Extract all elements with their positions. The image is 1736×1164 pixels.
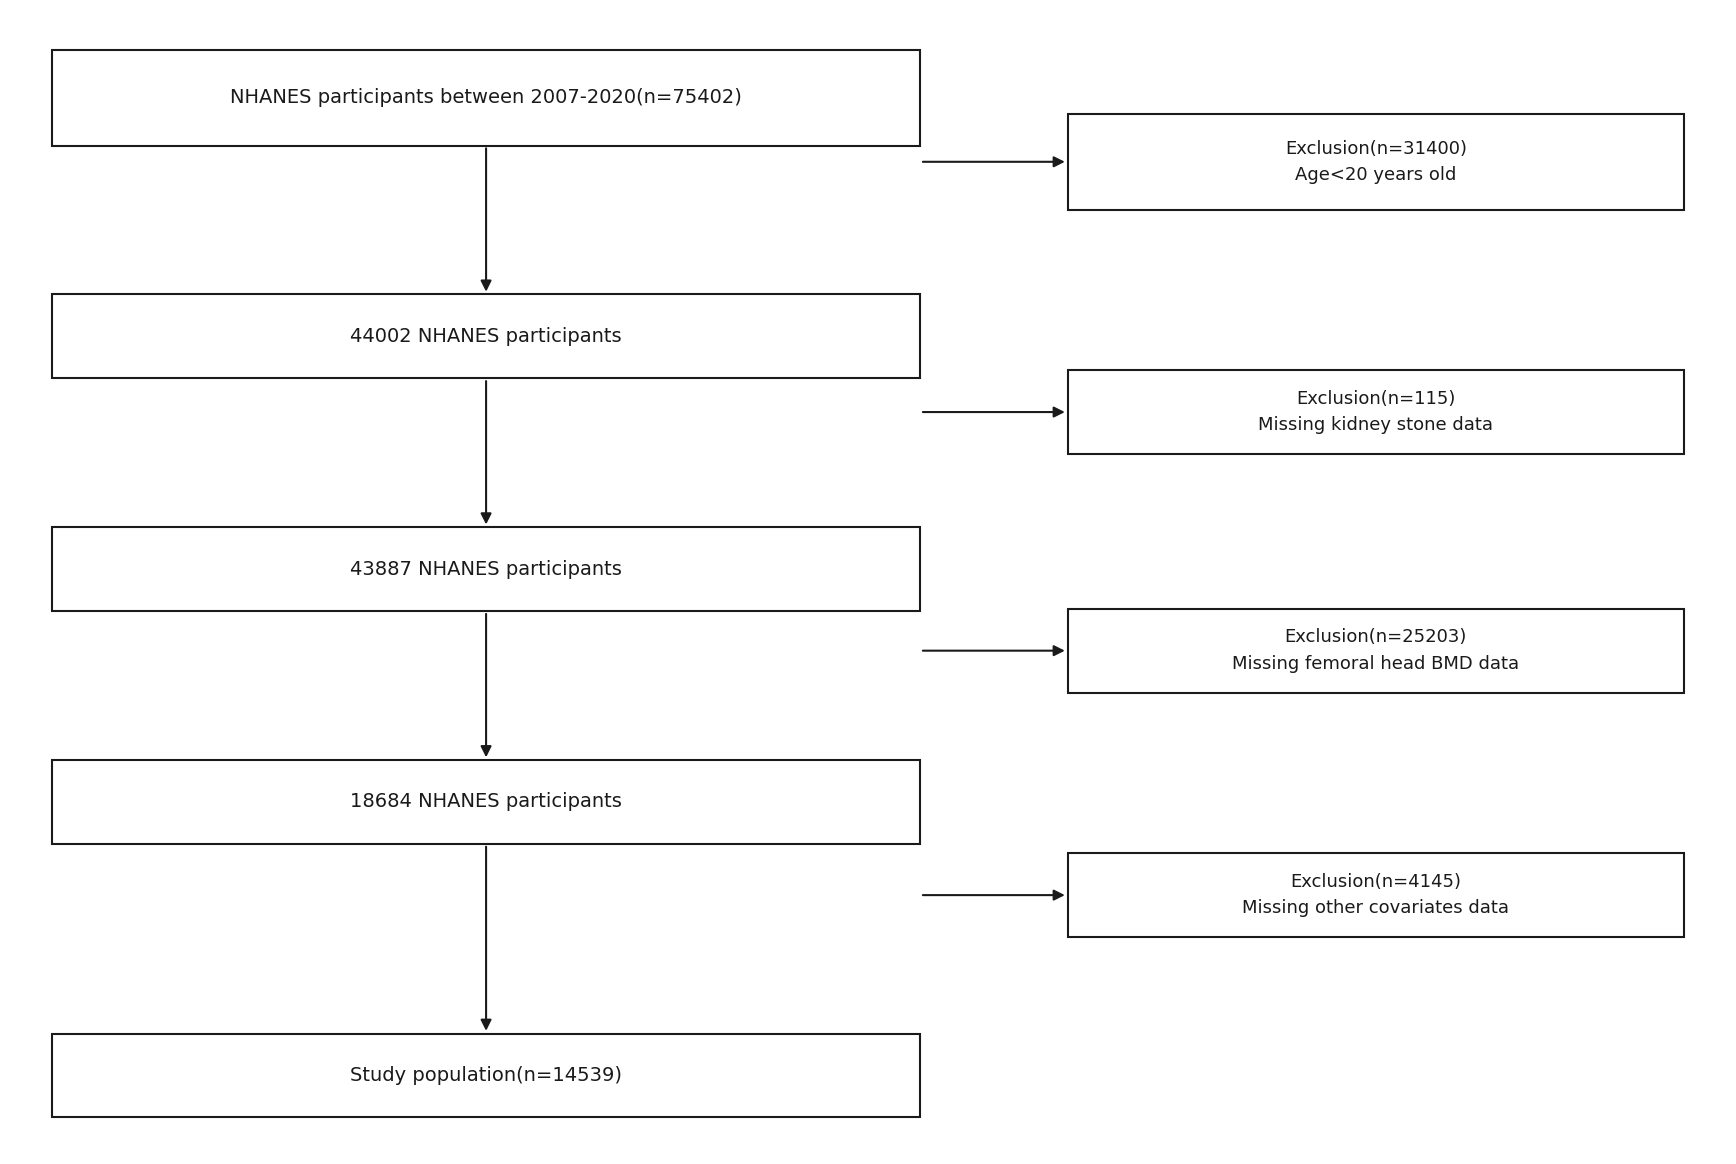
Text: Study population(n=14539): Study population(n=14539) <box>351 1066 621 1085</box>
FancyBboxPatch shape <box>52 527 920 611</box>
Text: Exclusion(n=31400)
Age<20 years old: Exclusion(n=31400) Age<20 years old <box>1285 140 1467 184</box>
FancyBboxPatch shape <box>1068 114 1684 210</box>
FancyBboxPatch shape <box>1068 609 1684 693</box>
FancyBboxPatch shape <box>1068 853 1684 937</box>
Text: Exclusion(n=115)
Missing kidney stone data: Exclusion(n=115) Missing kidney stone da… <box>1259 390 1493 434</box>
FancyBboxPatch shape <box>52 1034 920 1117</box>
FancyBboxPatch shape <box>52 760 920 844</box>
FancyBboxPatch shape <box>52 294 920 378</box>
Text: 44002 NHANES participants: 44002 NHANES participants <box>351 327 621 346</box>
Text: 43887 NHANES participants: 43887 NHANES participants <box>351 560 621 579</box>
Text: Exclusion(n=4145)
Missing other covariates data: Exclusion(n=4145) Missing other covariat… <box>1243 873 1509 917</box>
Text: NHANES participants between 2007-2020(n=75402): NHANES participants between 2007-2020(n=… <box>231 88 741 107</box>
FancyBboxPatch shape <box>1068 370 1684 454</box>
FancyBboxPatch shape <box>52 50 920 146</box>
Text: Exclusion(n=25203)
Missing femoral head BMD data: Exclusion(n=25203) Missing femoral head … <box>1233 629 1519 673</box>
Text: 18684 NHANES participants: 18684 NHANES participants <box>351 793 621 811</box>
